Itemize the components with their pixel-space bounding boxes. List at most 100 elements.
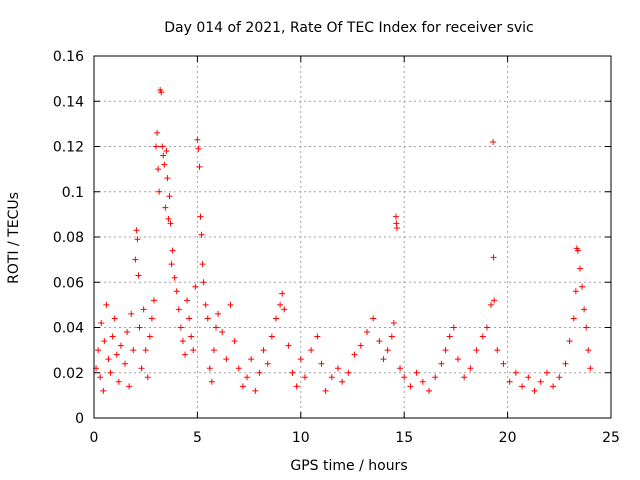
data-point — [297, 356, 304, 363]
data-point — [583, 324, 590, 331]
data-point — [432, 374, 439, 381]
data-point — [581, 306, 588, 313]
data-point — [252, 387, 259, 394]
data-point — [130, 347, 137, 354]
data-point — [314, 333, 321, 340]
data-point — [438, 360, 445, 367]
data-point — [161, 161, 168, 168]
data-point — [148, 315, 155, 322]
data-point — [132, 256, 139, 263]
data-point — [500, 360, 507, 367]
data-point — [566, 338, 573, 345]
data-point — [103, 301, 110, 308]
data-point — [133, 227, 140, 234]
data-point — [115, 378, 122, 385]
data-point — [158, 89, 165, 96]
data-point — [162, 204, 169, 211]
data-point — [519, 383, 526, 390]
data-point — [562, 360, 569, 367]
data-point — [446, 333, 453, 340]
data-point — [454, 356, 461, 363]
y-tick-label: 0.04 — [53, 321, 84, 337]
data-point — [272, 315, 279, 322]
data-point — [301, 374, 308, 381]
data-point — [407, 383, 414, 390]
data-point — [494, 347, 501, 354]
data-point — [156, 188, 163, 195]
data-point — [135, 272, 142, 279]
data-point — [370, 315, 377, 322]
data-point — [160, 152, 167, 159]
data-point — [140, 306, 147, 313]
data-point — [537, 378, 544, 385]
data-point — [196, 163, 203, 170]
y-tick-label: 0.1 — [62, 185, 84, 201]
data-point — [165, 215, 172, 222]
y-tick-label: 0.08 — [53, 230, 84, 246]
data-point — [419, 378, 426, 385]
data-point — [239, 383, 246, 390]
data-point — [146, 333, 153, 340]
data-point — [401, 374, 408, 381]
data-point — [479, 333, 486, 340]
data-point — [199, 261, 206, 268]
data-point — [335, 365, 342, 372]
data-point — [175, 306, 182, 313]
data-point — [392, 213, 399, 220]
y-tick-label: 0 — [75, 411, 84, 427]
data-point — [98, 319, 105, 326]
plot-frame — [93, 55, 612, 419]
data-point — [442, 347, 449, 354]
data-point — [124, 329, 131, 336]
data-point — [293, 383, 300, 390]
data-point — [264, 360, 271, 367]
data-point — [328, 374, 335, 381]
data-point — [144, 374, 151, 381]
y-tick-label: 0.16 — [53, 49, 84, 65]
data-point — [231, 338, 238, 345]
data-point — [163, 148, 170, 155]
data-point — [136, 324, 143, 331]
data-point — [393, 224, 400, 231]
data-point — [198, 231, 205, 238]
data-point — [587, 365, 594, 372]
grid — [94, 56, 611, 418]
data-point — [171, 274, 178, 281]
data-point — [357, 342, 364, 349]
data-point — [169, 247, 176, 254]
x-axis-label: GPS time / hours — [290, 458, 407, 474]
data-point — [543, 369, 550, 376]
data-point — [506, 378, 513, 385]
data-point — [181, 351, 188, 358]
data-point — [390, 319, 397, 326]
data-point — [363, 329, 370, 336]
data-point — [101, 338, 108, 345]
data-point — [345, 369, 352, 376]
data-point — [384, 347, 391, 354]
x-tick-label: 0 — [90, 430, 99, 446]
data-point — [490, 254, 497, 261]
data-point — [483, 324, 490, 331]
data-point — [134, 236, 141, 243]
data-point — [153, 143, 160, 150]
data-point — [572, 288, 579, 295]
data-point — [184, 297, 191, 304]
data-point — [388, 333, 395, 340]
data-point — [279, 290, 286, 297]
data-point — [308, 347, 315, 354]
data-point — [473, 347, 480, 354]
data-point — [213, 324, 220, 331]
data-point — [397, 365, 404, 372]
x-tick-label: 10 — [292, 430, 310, 446]
data-point — [393, 220, 400, 227]
data-point — [109, 333, 116, 340]
data-point — [126, 383, 133, 390]
data-point — [166, 193, 173, 200]
data-point — [322, 387, 329, 394]
x-tick-label: 15 — [395, 430, 413, 446]
data-point — [188, 333, 195, 340]
data-point — [179, 338, 186, 345]
data-point — [512, 369, 519, 376]
data-point — [164, 175, 171, 182]
data-point — [105, 356, 112, 363]
